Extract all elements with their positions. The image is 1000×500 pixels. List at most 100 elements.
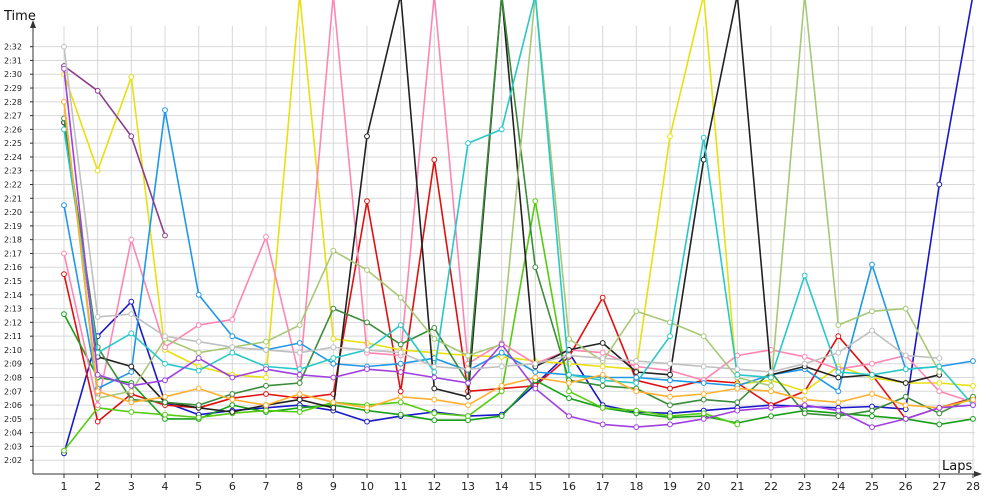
data-point: [128, 236, 135, 243]
data-point: [835, 369, 842, 375]
data-point: [397, 360, 404, 367]
data-point: [397, 388, 404, 395]
y-tick-label: 2:24: [4, 153, 22, 162]
x-axis-arrow: [974, 471, 982, 477]
data-point: [397, 393, 404, 400]
data-point: [498, 388, 505, 395]
data-point: [296, 366, 303, 373]
data-point: [296, 391, 303, 397]
y-tick-label: 2:16: [4, 263, 22, 272]
series-group: [61, 0, 976, 457]
data-point: [397, 399, 404, 406]
data-point: [498, 349, 505, 356]
data-point: [902, 305, 909, 312]
data-point: [936, 355, 943, 362]
series-line: [63, 101, 974, 409]
x-tick-label: 3: [128, 480, 135, 493]
data-point: [229, 391, 236, 397]
data-point: [128, 74, 135, 80]
data-point: [633, 374, 640, 381]
data-point: [296, 396, 303, 403]
y-tick-label: 2:20: [4, 208, 22, 217]
data-point: [364, 366, 370, 373]
y-tick-label: 2:07: [4, 387, 22, 396]
data-point: [128, 369, 135, 375]
data-point: [633, 358, 640, 364]
data-point: [667, 393, 673, 400]
y-tick-label: 2:17: [4, 249, 22, 258]
data-point: [128, 382, 135, 389]
data-point: [296, 322, 303, 329]
x-axis-title: Laps: [942, 459, 972, 474]
data-point: [599, 421, 606, 428]
x-tick-label: 6: [229, 480, 236, 493]
data-point: [566, 380, 572, 386]
y-tick-label: 2:29: [4, 84, 22, 93]
data-point: [667, 413, 673, 420]
x-tick-label: 11: [394, 480, 408, 493]
data-point: [94, 314, 101, 320]
data-point: [431, 363, 438, 370]
x-tick-label: 1: [61, 480, 68, 493]
data-point: [162, 344, 168, 351]
data-point: [599, 371, 606, 378]
data-point: [330, 336, 337, 342]
data-point: [128, 311, 135, 318]
y-tick-label: 2:31: [4, 56, 22, 65]
data-point: [162, 333, 168, 340]
data-point: [768, 404, 774, 411]
data-point: [364, 404, 370, 411]
data-point: [296, 371, 303, 378]
data-point: [229, 333, 236, 340]
y-tick-label: 2:26: [4, 125, 22, 134]
y-tick-label: 2:13: [4, 305, 22, 314]
data-point: [128, 330, 135, 337]
data-point: [700, 363, 707, 370]
data-point: [801, 402, 808, 409]
data-point: [801, 353, 808, 360]
data-point: [599, 340, 606, 346]
x-tick-label: 24: [831, 480, 845, 493]
data-point: [465, 366, 471, 373]
data-point: [364, 319, 370, 326]
data-point: [263, 407, 269, 414]
data-point: [566, 413, 572, 420]
data-point: [263, 391, 269, 397]
data-point: [700, 134, 707, 141]
data-point: [431, 410, 438, 417]
data-point: [397, 294, 404, 301]
data-point: [330, 305, 337, 312]
data-point: [94, 388, 101, 395]
data-point: [229, 349, 236, 356]
data-point: [869, 413, 875, 420]
data-point: [700, 410, 707, 417]
data-point: [195, 338, 202, 345]
y-tick-label: 2:27: [4, 112, 22, 121]
y-axis-title: Time: [3, 9, 36, 24]
data-point: [229, 316, 236, 323]
data-point: [397, 411, 404, 418]
x-tick-label: 15: [528, 480, 542, 493]
data-point: [397, 369, 404, 375]
data-point: [532, 369, 539, 375]
data-point: [229, 402, 236, 409]
data-point: [431, 156, 438, 163]
x-tick-label: 7: [263, 480, 270, 493]
data-point: [195, 291, 202, 298]
data-point: [162, 232, 168, 239]
data-point: [330, 374, 337, 381]
data-point: [734, 366, 741, 373]
data-point: [532, 374, 539, 381]
data-point: [128, 399, 135, 406]
data-point: [936, 404, 943, 411]
data-point: [195, 402, 202, 409]
data-point: [768, 374, 774, 381]
data-point: [936, 410, 943, 417]
data-point: [465, 140, 471, 147]
data-point: [296, 349, 303, 356]
data-point: [94, 395, 101, 402]
data-point: [835, 388, 842, 395]
y-tick-label: 2:10: [4, 346, 22, 355]
data-point: [162, 411, 168, 418]
